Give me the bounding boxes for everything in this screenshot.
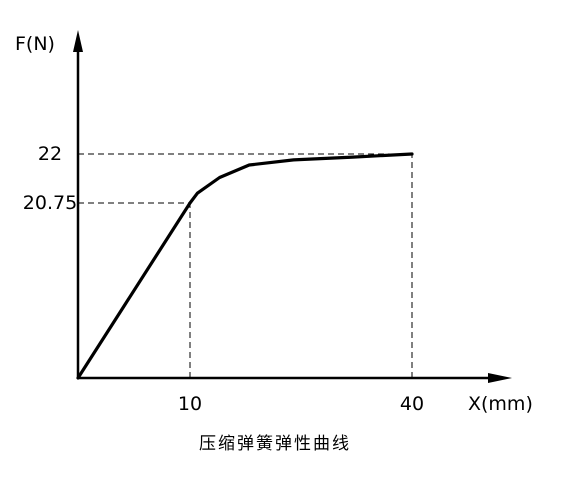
reference-lines <box>78 153 413 378</box>
x-tick-label-10: 10 <box>178 393 202 415</box>
x-axis-arrow <box>488 373 512 383</box>
y-axis-label: F(N) <box>15 33 55 55</box>
chart-caption: 压缩弹簧弹性曲线 <box>199 434 351 454</box>
y-tick-label-20-75: 20.75 <box>23 192 77 214</box>
series-line-force <box>76 152 414 380</box>
y-tick-label-22: 22 <box>38 143 62 165</box>
y-axis-arrow <box>73 30 83 52</box>
x-tick-label-40: 40 <box>400 393 424 415</box>
x-axis-label: X(mm) <box>468 393 533 415</box>
